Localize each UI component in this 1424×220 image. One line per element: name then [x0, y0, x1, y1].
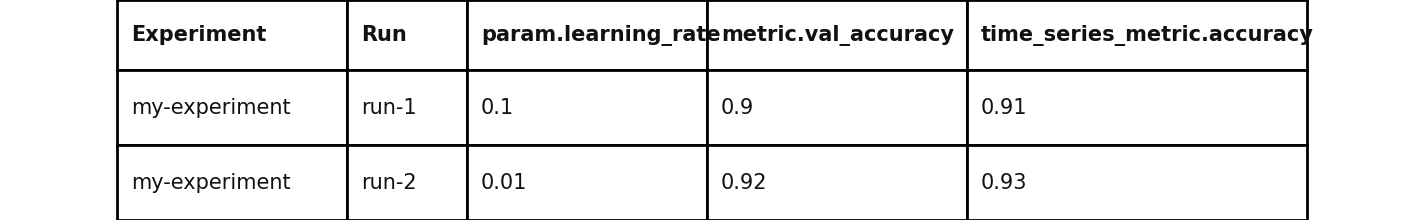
Text: my-experiment: my-experiment [131, 172, 290, 192]
Bar [117, 70, 347, 145]
Text: 0.93: 0.93 [981, 172, 1028, 192]
Text: 0.1: 0.1 [481, 97, 514, 117]
Bar [467, 0, 706, 70]
Text: param.learning_rate: param.learning_rate [481, 24, 721, 46]
Bar [967, 0, 1307, 70]
Bar [706, 0, 967, 70]
Bar [706, 70, 967, 145]
Text: 0.91: 0.91 [981, 97, 1028, 117]
Text: run-1: run-1 [362, 97, 417, 117]
Bar [347, 145, 467, 220]
Text: time_series_metric.accuracy: time_series_metric.accuracy [981, 24, 1314, 46]
Text: 0.01: 0.01 [481, 172, 527, 192]
Bar [117, 145, 347, 220]
Bar [967, 70, 1307, 145]
Bar [706, 145, 967, 220]
Text: 0.92: 0.92 [721, 172, 768, 192]
Bar [347, 0, 467, 70]
Text: metric.val_accuracy: metric.val_accuracy [721, 24, 954, 46]
Bar [117, 0, 347, 70]
Bar [347, 70, 467, 145]
Bar [467, 145, 706, 220]
Text: 0.9: 0.9 [721, 97, 755, 117]
Text: Run: Run [362, 25, 407, 45]
Text: my-experiment: my-experiment [131, 97, 290, 117]
Bar [967, 145, 1307, 220]
Text: Experiment: Experiment [131, 25, 266, 45]
Text: run-2: run-2 [362, 172, 417, 192]
Bar [467, 70, 706, 145]
